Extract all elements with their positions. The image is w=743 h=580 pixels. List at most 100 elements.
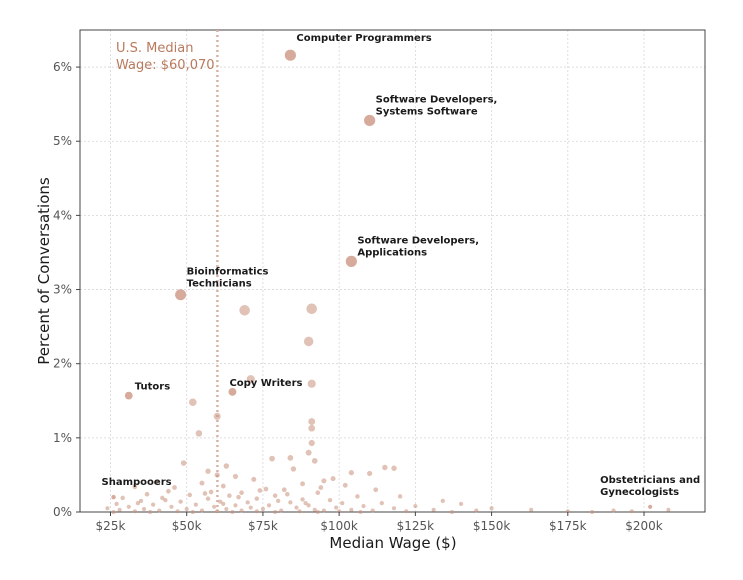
data-point-66 — [306, 503, 311, 508]
data-point-76 — [489, 506, 494, 511]
point-label-0: Computer Programmers — [296, 33, 431, 44]
data-point-65 — [266, 503, 272, 508]
data-point-19 — [348, 470, 354, 476]
data-point-78 — [141, 506, 147, 512]
data-point-53 — [138, 498, 144, 504]
data-point-102 — [404, 509, 409, 514]
data-point-51 — [327, 497, 333, 503]
labeled-point-0 — [284, 49, 296, 61]
data-point-105 — [111, 510, 116, 514]
data-point-56 — [245, 500, 250, 505]
data-point-98 — [215, 509, 220, 514]
data-point-35 — [373, 487, 379, 493]
data-point-60 — [458, 501, 464, 506]
y-tick-label-2: 2% — [53, 357, 72, 371]
data-point-49 — [254, 496, 260, 501]
data-point-120 — [275, 498, 281, 504]
x-tick-label-4: $125k — [397, 519, 435, 533]
data-point-81 — [260, 506, 265, 512]
data-point-80 — [224, 506, 229, 512]
data-point-69 — [126, 504, 131, 509]
x-tick-label-5: $150k — [473, 519, 511, 533]
y-axis-ticks: 0% 1% 2% 3% 4% 5% 6% — [53, 60, 80, 519]
data-point-39 — [315, 490, 321, 496]
y-tick-label-4: 4% — [53, 208, 72, 222]
data-point-2 — [303, 336, 314, 347]
median-label-line2: Wage: $60,070 — [116, 58, 215, 73]
data-point-115 — [163, 497, 168, 503]
data-point-50 — [300, 497, 305, 502]
x-tick-label-3: $100k — [320, 519, 358, 533]
data-point-67 — [361, 503, 366, 509]
point-label-3: Bioinformatics Technicians — [187, 267, 269, 290]
data-point-24 — [251, 476, 257, 482]
data-point-46 — [120, 495, 125, 501]
data-point-75 — [391, 506, 397, 511]
data-point-114 — [135, 500, 141, 506]
data-point-88 — [199, 508, 204, 513]
data-point-112 — [449, 510, 454, 514]
data-point-40 — [144, 491, 150, 497]
data-point-119 — [257, 488, 263, 493]
labeled-point-5 — [228, 387, 237, 396]
data-point-77 — [105, 506, 110, 511]
labeled-point-2 — [345, 255, 357, 267]
data-point-22 — [232, 473, 239, 479]
data-point-63 — [193, 502, 198, 507]
data-point-95 — [666, 507, 671, 512]
data-point-54 — [178, 499, 183, 504]
x-tick-label-6: $175k — [549, 519, 587, 533]
y-tick-label-5: 5% — [53, 134, 72, 148]
data-point-18 — [290, 466, 297, 472]
data-point-34 — [281, 487, 287, 493]
data-point-16 — [382, 464, 388, 471]
data-point-36 — [166, 488, 171, 494]
data-point-100 — [297, 509, 302, 514]
data-point-30 — [132, 484, 138, 490]
data-point-17 — [391, 465, 397, 471]
data-point-82 — [312, 507, 317, 512]
x-tick-label-0: $25k — [96, 519, 126, 533]
point-label-6: Shampooers — [102, 477, 172, 488]
data-point-23 — [330, 476, 336, 482]
data-point-27 — [199, 480, 205, 486]
labeled-point-3 — [175, 289, 187, 301]
data-point-89 — [239, 508, 244, 513]
x-tick-label-2: $75k — [248, 519, 278, 533]
median-label-line1: U.S. Median — [116, 41, 193, 56]
data-point-15 — [180, 460, 187, 466]
data-point-109 — [273, 510, 278, 514]
data-point-73 — [294, 505, 299, 510]
data-point-90 — [279, 508, 284, 513]
data-point-121 — [285, 491, 290, 497]
data-point-118 — [236, 494, 241, 500]
data-point-8 — [308, 424, 316, 432]
data-point-42 — [227, 493, 232, 498]
data-point-9 — [195, 430, 203, 437]
data-point-71 — [212, 504, 217, 509]
grid-lines — [80, 30, 705, 513]
x-tick-label-7: $200k — [625, 519, 663, 533]
data-point-0 — [239, 305, 250, 316]
data-point-85 — [529, 507, 534, 512]
data-point-111 — [358, 510, 363, 514]
data-point-52 — [440, 498, 445, 504]
data-point-79 — [184, 506, 189, 512]
data-point-55 — [218, 499, 223, 504]
data-point-94 — [611, 508, 616, 513]
plot-frame — [79, 29, 706, 513]
data-point-29 — [342, 482, 348, 488]
labeled-points — [111, 49, 653, 509]
data-point-47 — [160, 495, 165, 501]
data-point-14 — [311, 458, 318, 464]
data-point-57 — [288, 500, 293, 505]
data-point-96 — [132, 509, 137, 514]
data-point-104 — [629, 509, 634, 514]
data-point-108 — [230, 510, 235, 514]
data-point-25 — [153, 479, 159, 485]
point-label-7: Obstetricians and Gynecologists — [600, 475, 700, 498]
data-point-28 — [300, 481, 306, 487]
data-point-5 — [189, 398, 197, 407]
data-point-68 — [413, 503, 418, 509]
